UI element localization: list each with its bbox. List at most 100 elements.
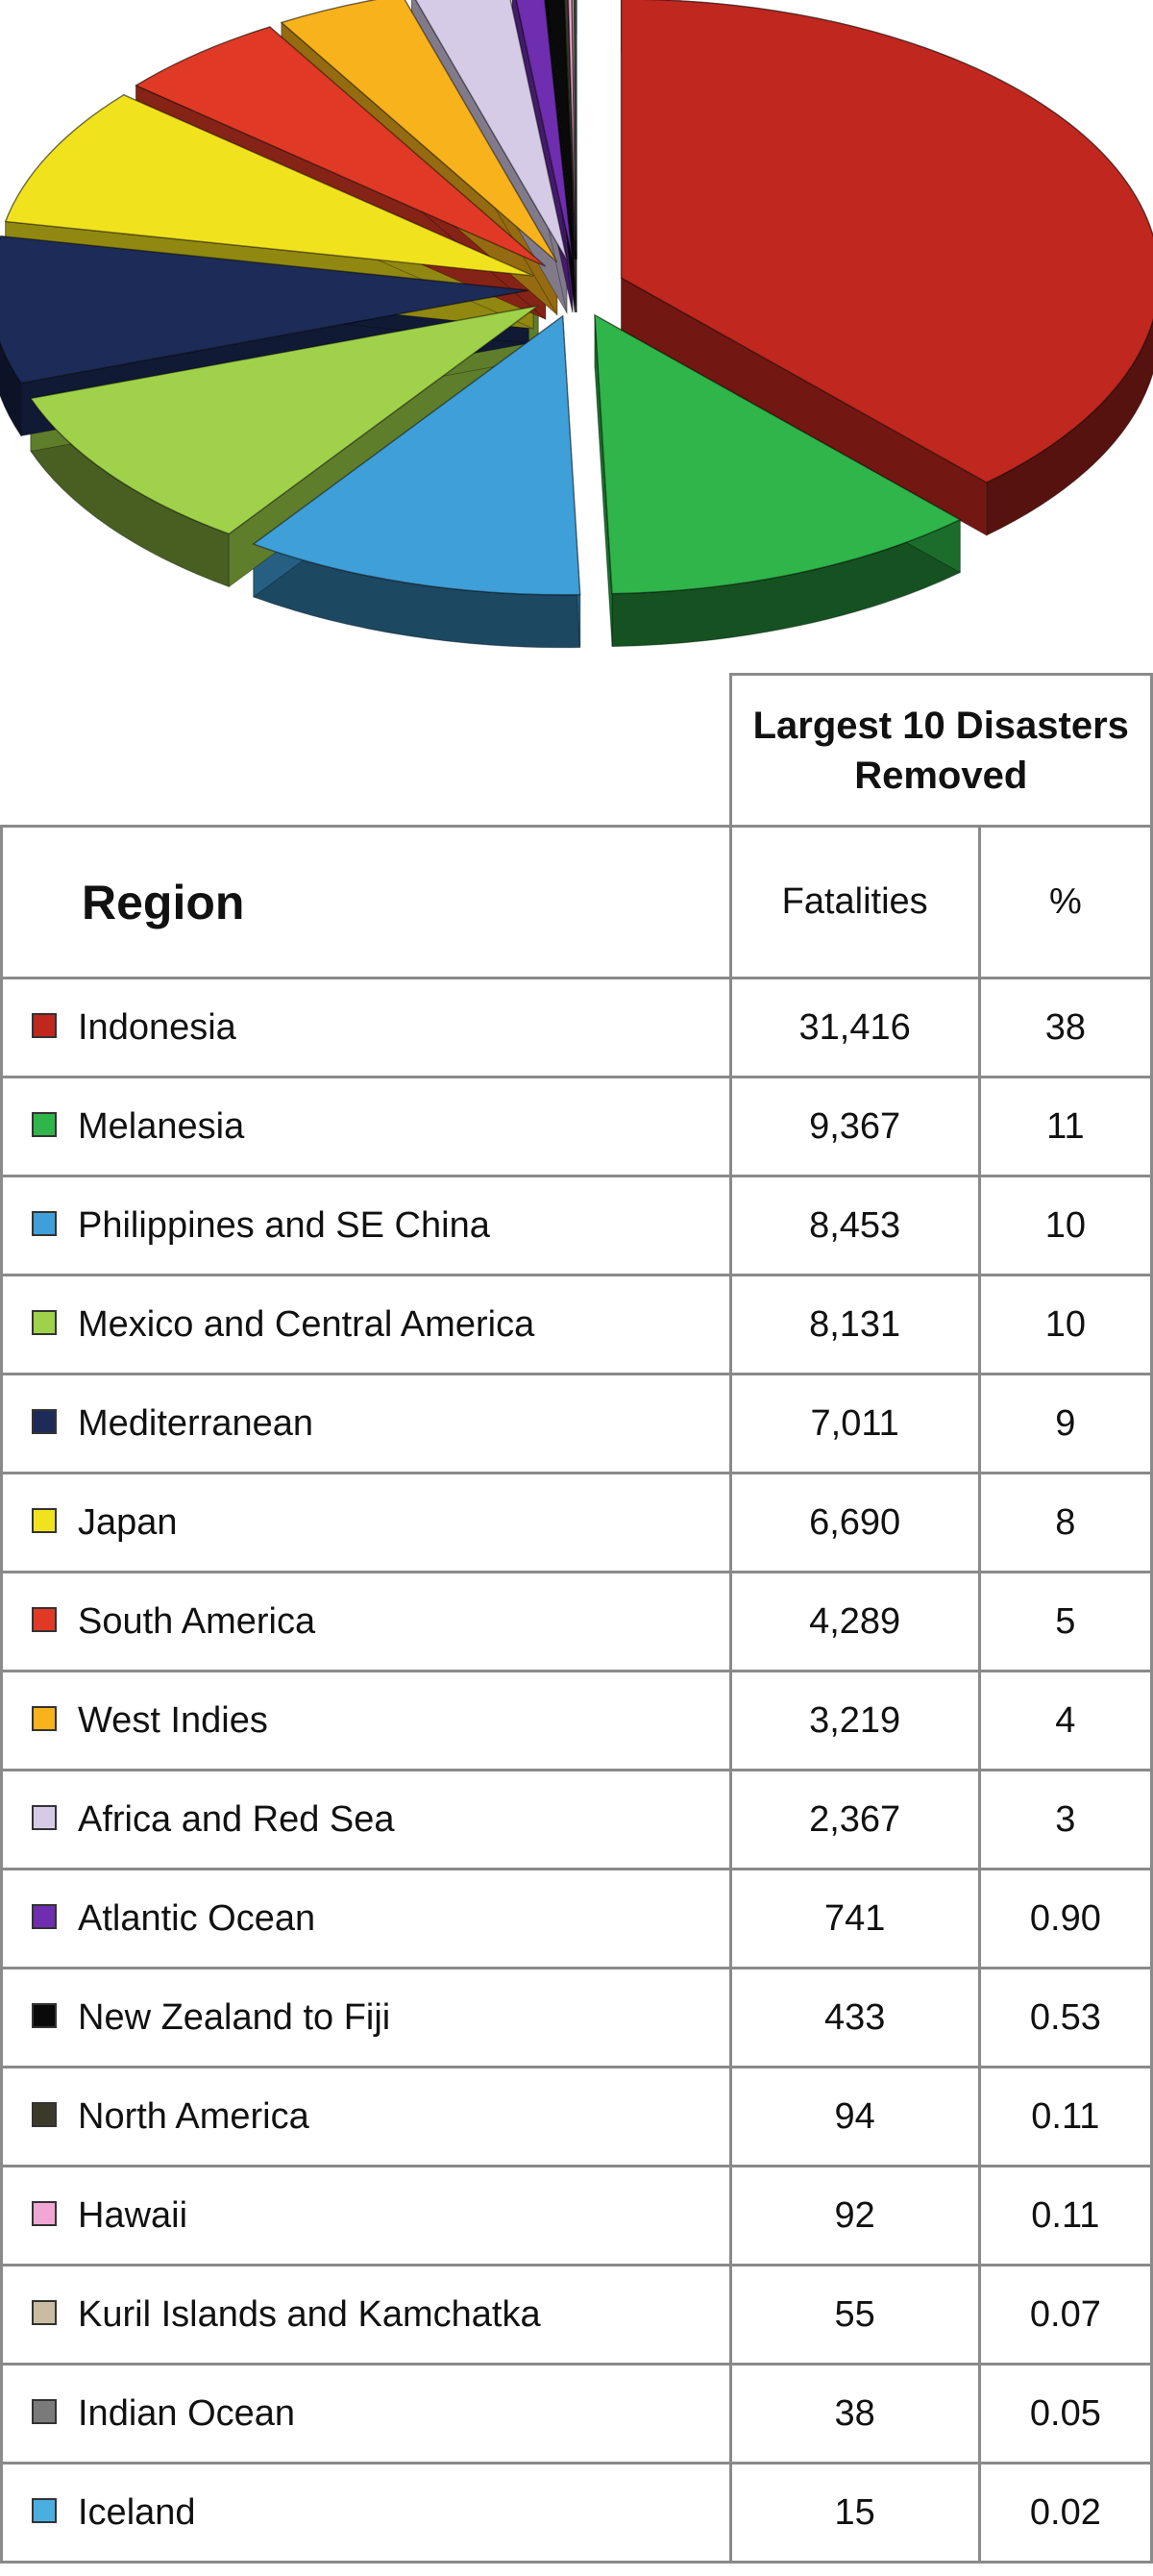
percent-cell: 0.05 bbox=[977, 2363, 1153, 2465]
percent-cell: 3 bbox=[977, 1769, 1153, 1870]
legend-swatch bbox=[32, 1904, 57, 1930]
pie-slice: Mediterranean bbox=[0, 235, 529, 384]
pie-slice: New Zealand to Fiji bbox=[546, 0, 576, 260]
fatalities-cell: 7,011 bbox=[728, 1373, 981, 1474]
region-label: Mediterranean bbox=[78, 1402, 314, 1444]
fatalities-cell: 38 bbox=[728, 2363, 981, 2465]
legend-swatch bbox=[32, 1013, 57, 1039]
region-cell: Mediterranean bbox=[0, 1373, 732, 1474]
table-row: Melanesia 9,367 11 bbox=[0, 1076, 1153, 1177]
region-cell: Hawaii bbox=[0, 2165, 732, 2266]
region-cell: Mexico and Central America bbox=[0, 1274, 732, 1375]
pie-slice-side bbox=[30, 396, 230, 588]
percent-cell: 0.11 bbox=[977, 2165, 1153, 2266]
pie-slice: Indian Ocean bbox=[574, 0, 577, 260]
table-row: West Indies 3,219 4 bbox=[0, 1670, 1153, 1771]
percent-cell: 10 bbox=[977, 1274, 1153, 1375]
pie-slice-edge bbox=[594, 314, 613, 647]
percent-cell: 5 bbox=[977, 1571, 1153, 1672]
region-cell: New Zealand to Fiji bbox=[0, 1967, 732, 2068]
column-header-fatalities: Fatalities bbox=[728, 825, 981, 979]
region-label: Philippines and SE China bbox=[78, 1204, 490, 1246]
fatalities-cell: 9,367 bbox=[728, 1076, 981, 1177]
fatalities-cell: 3,219 bbox=[728, 1670, 981, 1771]
table-row: Africa and Red Sea 2,367 3 bbox=[0, 1769, 1153, 1870]
table-row: Philippines and SE China 8,453 10 bbox=[0, 1175, 1153, 1276]
legend-swatch bbox=[32, 1508, 57, 1534]
region-cell: Japan bbox=[0, 1472, 732, 1573]
region-cell: Indonesia bbox=[0, 977, 732, 1078]
table-row: Indian Ocean 38 0.05 bbox=[0, 2363, 1153, 2465]
percent-cell: 0.07 bbox=[977, 2264, 1153, 2365]
legend-swatch bbox=[32, 1409, 57, 1435]
pie-slice: Atlantic Ocean bbox=[515, 0, 574, 260]
region-label: Indonesia bbox=[78, 1006, 236, 1048]
fatalities-cell: 8,131 bbox=[728, 1274, 981, 1375]
region-label: Japan bbox=[78, 1501, 178, 1543]
legend-swatch bbox=[32, 2201, 57, 2227]
region-cell: North America bbox=[0, 2066, 732, 2167]
region-label: New Zealand to Fiji bbox=[78, 1996, 391, 2038]
fatalities-cell: 741 bbox=[728, 1868, 981, 1969]
legend-swatch bbox=[32, 2399, 57, 2425]
pie-chart-area: IndonesiaMelanesiaPhilippines and SE Chi… bbox=[0, 0, 1153, 673]
pie-slice: Melanesia bbox=[594, 313, 962, 595]
region-cell: Atlantic Ocean bbox=[0, 1868, 732, 1969]
table-corner bbox=[1, 674, 732, 828]
column-header-region: Region bbox=[0, 825, 732, 979]
legend-swatch bbox=[32, 1211, 57, 1237]
table-row: New Zealand to Fiji 433 0.53 bbox=[0, 1967, 1153, 2068]
region-label: West Indies bbox=[78, 1699, 268, 1741]
legend-swatch bbox=[32, 2300, 57, 2326]
percent-cell: 9 bbox=[977, 1373, 1153, 1474]
pie-slice: Indonesia bbox=[620, 0, 1153, 483]
region-label: Iceland bbox=[78, 2491, 196, 2533]
table-row: Kuril Islands and Kamchatka 55 0.07 bbox=[0, 2264, 1153, 2365]
legend-swatch bbox=[32, 2498, 57, 2524]
fatalities-cell: 4,289 bbox=[728, 1571, 981, 1672]
pie-slice: Japan bbox=[4, 93, 534, 277]
region-cell: Philippines and SE China bbox=[0, 1175, 732, 1276]
pie-slice: Africa and Red Sea bbox=[414, 0, 568, 260]
percent-cell: 38 bbox=[977, 977, 1153, 1078]
table-row: Japan 6,690 8 bbox=[0, 1472, 1153, 1573]
region-cell: Melanesia bbox=[0, 1076, 732, 1177]
region-label: Atlantic Ocean bbox=[78, 1897, 316, 1939]
table-row: Mexico and Central America 8,131 10 bbox=[0, 1274, 1153, 1375]
region-cell: Africa and Red Sea bbox=[0, 1769, 732, 1870]
legend-swatch bbox=[32, 1706, 57, 1732]
legend-swatch bbox=[32, 1112, 57, 1138]
percent-cell: 0.11 bbox=[977, 2066, 1153, 2167]
percent-cell: 0.53 bbox=[977, 1967, 1153, 2068]
pie-slice: South America bbox=[134, 26, 547, 267]
fatalities-table: Largest 10 Disasters Removed Region Fata… bbox=[0, 673, 1153, 2564]
percent-cell: 0.02 bbox=[977, 2462, 1153, 2564]
pie-slice: Mexico and Central America bbox=[29, 305, 539, 535]
table-row: Hawaii 92 0.11 bbox=[0, 2165, 1153, 2266]
region-label: South America bbox=[78, 1600, 316, 1642]
percent-cell: 8 bbox=[977, 1472, 1153, 1573]
fatalities-cell: 31,416 bbox=[728, 977, 981, 1078]
table-row: South America 4,289 5 bbox=[0, 1571, 1153, 1672]
region-label: Melanesia bbox=[78, 1105, 245, 1147]
fatalities-cell: 433 bbox=[728, 1967, 981, 2068]
fatalities-cell: 92 bbox=[728, 2165, 981, 2266]
region-label: Mexico and Central America bbox=[78, 1303, 535, 1345]
fatalities-cell: 94 bbox=[728, 2066, 981, 2167]
region-cell: Kuril Islands and Kamchatka bbox=[0, 2264, 732, 2365]
pie-slice: West Indies bbox=[280, 0, 558, 263]
region-label: Indian Ocean bbox=[78, 2392, 296, 2434]
legend-swatch bbox=[32, 2003, 57, 2029]
legend-swatch bbox=[32, 1805, 57, 1831]
legend-swatch bbox=[32, 1607, 57, 1633]
group-header: Largest 10 Disasters Removed bbox=[728, 673, 1153, 828]
column-header-percent: % bbox=[977, 825, 1153, 979]
region-label: Africa and Red Sea bbox=[78, 1798, 395, 1840]
region-cell: South America bbox=[0, 1571, 732, 1672]
legend-swatch bbox=[32, 2102, 57, 2128]
fatalities-cell: 15 bbox=[728, 2462, 981, 2564]
fatalities-cell: 55 bbox=[728, 2264, 981, 2365]
percent-cell: 4 bbox=[977, 1670, 1153, 1771]
table-row: North America 94 0.11 bbox=[0, 2066, 1153, 2167]
region-label: North America bbox=[78, 2095, 309, 2137]
